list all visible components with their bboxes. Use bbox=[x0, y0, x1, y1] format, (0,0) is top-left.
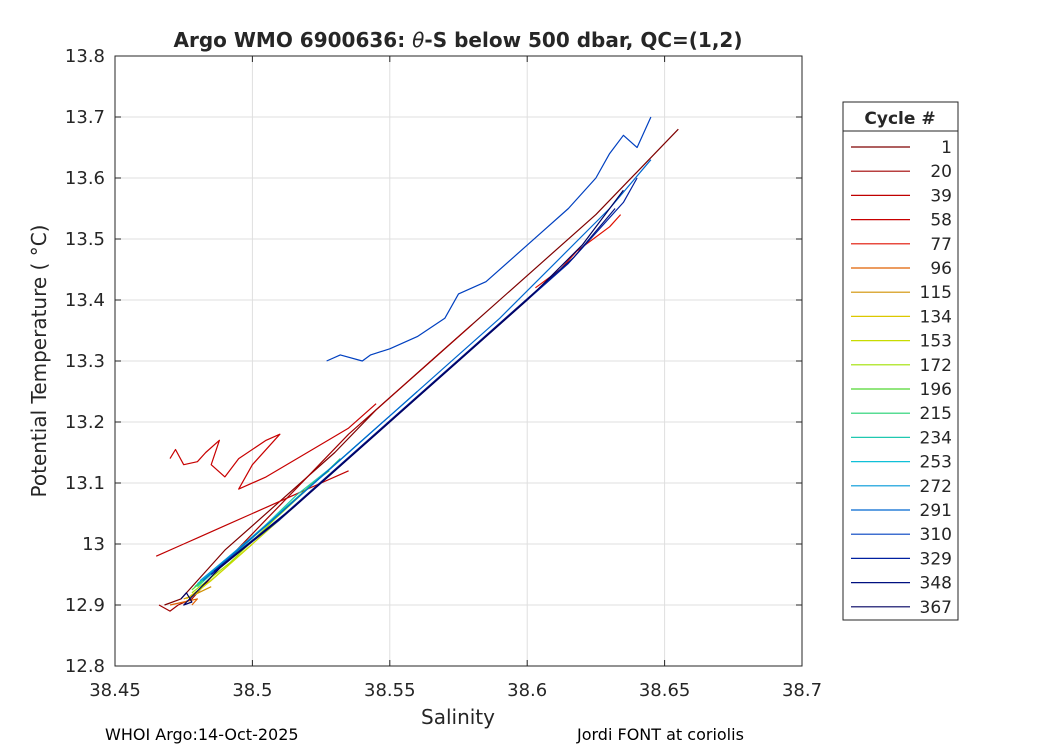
legend-label-329: 329 bbox=[920, 549, 952, 569]
legend: Cycle # 1 20 39 58 77 96 115 134 153 172 196 215 234… bbox=[842, 101, 959, 621]
series-line-20 bbox=[158, 323, 473, 612]
y-tick-label: 13.6 bbox=[65, 168, 105, 189]
legend-title: Cycle # bbox=[864, 109, 935, 129]
legend-label-20: 20 bbox=[930, 162, 952, 182]
series-line-310 bbox=[326, 116, 652, 362]
legend-label-215: 215 bbox=[920, 404, 952, 424]
y-tick-label: 12.9 bbox=[65, 595, 105, 616]
legend-label-348: 348 bbox=[920, 574, 952, 594]
legend-label-39: 39 bbox=[930, 186, 952, 206]
legend-label-253: 253 bbox=[920, 453, 952, 473]
legend-label-115: 115 bbox=[920, 283, 952, 303]
legend-label-58: 58 bbox=[930, 211, 952, 231]
x-tick-label: 38.45 bbox=[89, 680, 141, 701]
legend-label-153: 153 bbox=[920, 332, 952, 352]
x-tick-label: 38.65 bbox=[639, 680, 691, 701]
y-tick-label: 12.8 bbox=[65, 656, 105, 677]
y-axis-label: Potential Temperature ( °C) bbox=[27, 225, 51, 498]
legend-label-234: 234 bbox=[920, 428, 952, 448]
grid bbox=[114, 55, 803, 667]
footer-right: Jordi FONT at coriolis bbox=[577, 725, 744, 744]
legend-label-134: 134 bbox=[920, 307, 952, 327]
y-tick-label: 13.3 bbox=[65, 351, 105, 372]
legend-label-196: 196 bbox=[920, 380, 952, 400]
y-tick-label: 13.4 bbox=[65, 290, 105, 311]
legend-label-172: 172 bbox=[920, 356, 952, 376]
legend-label-96: 96 bbox=[930, 259, 952, 279]
legend-items: 1 20 39 58 77 96 115 134 153 172 196 215 234 253 272 29… bbox=[851, 138, 952, 618]
series-line-348 bbox=[213, 208, 616, 572]
series-line-58 bbox=[169, 403, 377, 490]
y-tick-label: 13.1 bbox=[65, 473, 105, 494]
legend-label-291: 291 bbox=[920, 501, 952, 521]
x-tick-label: 38.5 bbox=[232, 680, 272, 701]
legend-label-272: 272 bbox=[920, 477, 952, 497]
footer-left: WHOI Argo:14-Oct-2025 bbox=[105, 725, 299, 744]
y-tick-label: 13.8 bbox=[65, 46, 105, 67]
series-line-39 bbox=[155, 470, 349, 557]
x-axis-label: Salinity bbox=[421, 705, 495, 729]
legend-label-77: 77 bbox=[930, 235, 952, 255]
legend-label-310: 310 bbox=[920, 525, 952, 545]
series-layer bbox=[155, 116, 679, 612]
y-tick-label: 13.5 bbox=[65, 229, 105, 250]
series-line-367 bbox=[180, 189, 624, 606]
y-tick-label: 13 bbox=[82, 534, 105, 555]
x-tick-label: 38.55 bbox=[364, 680, 416, 701]
legend-label-367: 367 bbox=[920, 598, 952, 618]
x-tick-label: 38.6 bbox=[507, 680, 547, 701]
y-tick-label: 13.7 bbox=[65, 107, 105, 128]
series-line-291 bbox=[202, 159, 652, 582]
x-tick-label: 38.7 bbox=[782, 680, 822, 701]
legend-label-1: 1 bbox=[941, 138, 952, 158]
y-tick-label: 13.2 bbox=[65, 412, 105, 433]
chart-title: Argo WMO 6900636: θ-S below 500 dbar, QC… bbox=[174, 28, 743, 52]
ticks: 38.45 38.5 38.55 38.6 38.65 38.7 12.8 12.9 13 13.… bbox=[65, 46, 822, 701]
